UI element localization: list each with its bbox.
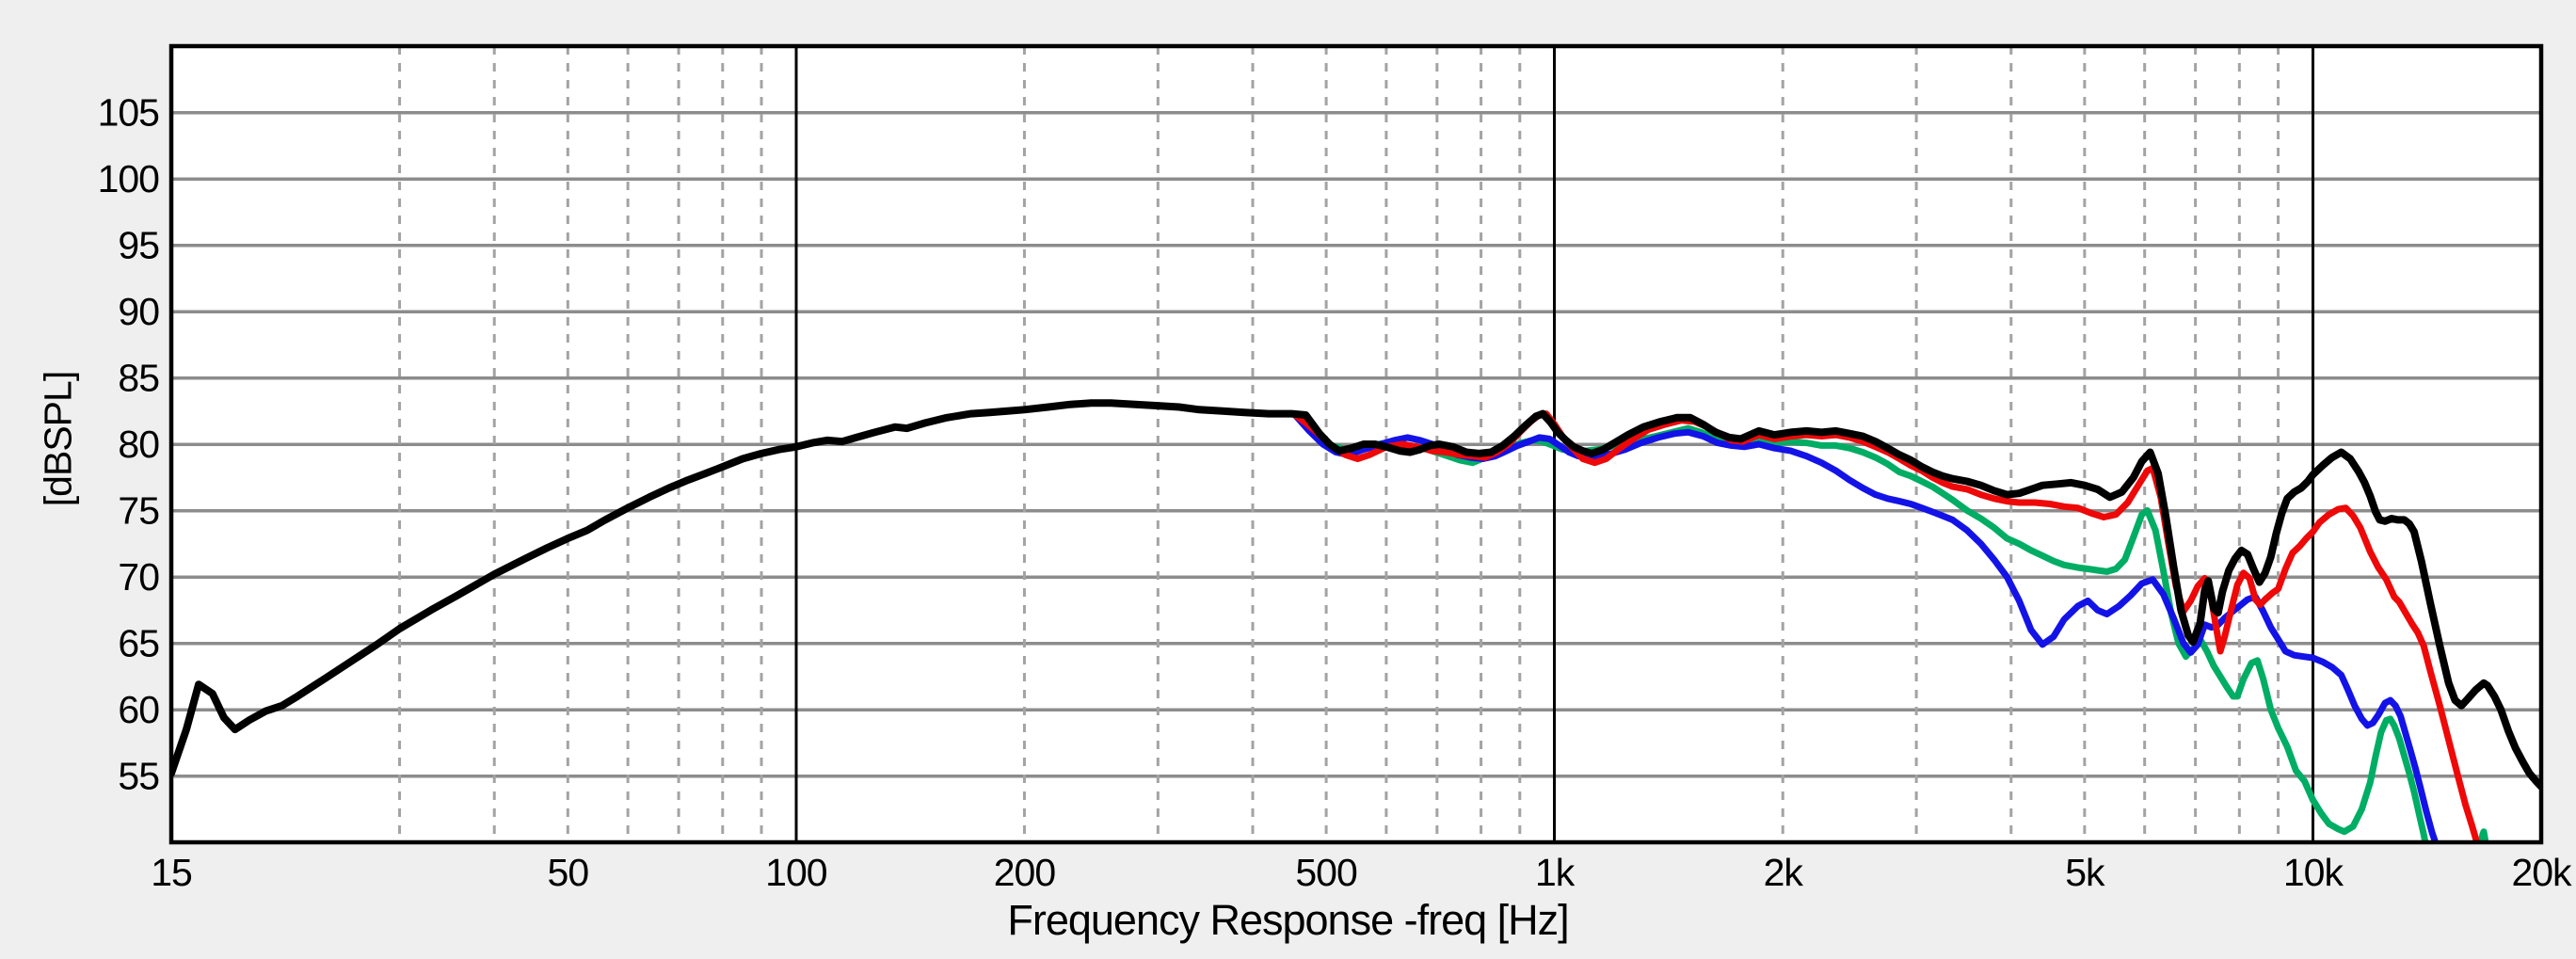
curve-blue (1291, 411, 2440, 842)
y-axis-title: [dBSPL] (36, 371, 80, 507)
x-axis-title: Frequency Response -freq [Hz] (1007, 896, 1569, 944)
y-tick-label-75: 75 (118, 489, 159, 533)
x-tick-label-2k: 2k (1764, 851, 1804, 894)
y-tick-label-105: 105 (98, 91, 160, 135)
x-tick-label-10k: 10k (2283, 851, 2344, 894)
plot-border (168, 43, 2544, 845)
minor-gridlines (398, 46, 2280, 842)
x-tick-label-15: 15 (151, 851, 192, 894)
x-tick-label-20k: 20k (2511, 851, 2572, 894)
x-tick-label-5k: 5k (2065, 851, 2105, 894)
y-tick-label-55: 55 (118, 755, 159, 798)
x-tick-label-100: 100 (765, 851, 827, 894)
y-tick-label-90: 90 (118, 290, 159, 333)
horizontal-gridlines (171, 110, 2541, 778)
y-tick-label-65: 65 (118, 622, 159, 665)
y-tick-labels: 55 60 65 70 75 80 85 90 95 100 105 (98, 91, 161, 798)
x-tick-label-200: 200 (994, 851, 1056, 894)
x-tick-labels: 15 50 100 200 500 1k 2k 5k 10k 20k (151, 851, 2573, 894)
curves (171, 399, 2541, 842)
y-tick-label-85: 85 (118, 357, 159, 400)
y-tick-label-60: 60 (118, 688, 159, 731)
y-tick-label-80: 80 (118, 423, 159, 466)
y-tick-label-70: 70 (118, 555, 159, 599)
y-tick-label-100: 100 (98, 157, 160, 200)
y-tick-label-95: 95 (118, 224, 159, 267)
curve-black (171, 399, 2541, 791)
x-tick-label-500: 500 (1295, 851, 1357, 894)
x-tick-label-50: 50 (548, 851, 589, 894)
x-tick-label-1k: 1k (1535, 851, 1576, 894)
